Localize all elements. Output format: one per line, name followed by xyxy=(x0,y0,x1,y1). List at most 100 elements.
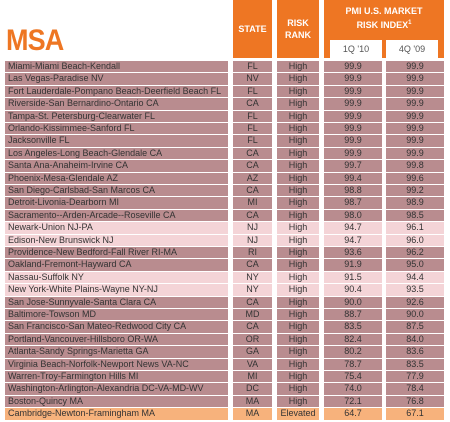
msa-cell: Virginia Beach-Norfolk-Newport News VA-N… xyxy=(5,358,228,370)
state-cell: FL xyxy=(233,85,272,98)
q1-cell: 83.5 xyxy=(324,321,382,333)
table-row: Atlanta-Sandy Springs-Marietta GA GA High 8… xyxy=(5,346,444,358)
q4-header-text: 4Q '09 xyxy=(398,44,426,54)
q1-cell: 78.7 xyxy=(324,358,382,370)
risk-cell: High xyxy=(277,110,319,122)
q1-cell: 98.8 xyxy=(324,185,382,197)
q1-cell: 91.5 xyxy=(324,271,382,284)
q4-cell: 98.5 xyxy=(386,209,444,222)
msa-cell: Warren-Troy-Farmington Hills MI xyxy=(5,371,228,383)
q4-cell: 76.8 xyxy=(386,395,444,408)
table-row: Portland-Vancouver-Hillsboro OR-WA OR High… xyxy=(5,333,444,346)
q4-cell: 67.1 xyxy=(386,408,444,420)
risk-cell: High xyxy=(277,371,319,383)
state-cell: NY xyxy=(233,271,272,284)
q1-cell: 90.4 xyxy=(324,284,382,296)
msa-cell: San Jose-Sunnyvale-Santa Clara CA xyxy=(5,296,228,308)
msa-cell: Cambridge-Newton-Framingham MA xyxy=(5,408,228,420)
state-cell: CA xyxy=(233,160,272,172)
q1-cell: 75.4 xyxy=(324,371,382,383)
risk-cell: High xyxy=(277,309,319,321)
msa-cell: Sacramento--Arden-Arcade--Roseville CA xyxy=(5,209,228,222)
msa-cell: Santa Ana-Anaheim-Irvine CA xyxy=(5,160,228,172)
risk-cell: High xyxy=(277,185,319,197)
q1-cell: 98.7 xyxy=(324,197,382,209)
index-header-text: PMI U.S. MARKET RISK INDEX xyxy=(345,6,423,30)
table-row: Jacksonville FL FL High 99.9 99.9 xyxy=(5,135,444,147)
q4-header: 4Q '09 xyxy=(386,40,438,58)
q1-cell: 99.9 xyxy=(324,61,382,73)
risk-cell: High xyxy=(277,259,319,271)
q4-cell: 92.6 xyxy=(386,296,444,308)
q1-cell: 82.4 xyxy=(324,333,382,346)
q4-cell: 83.5 xyxy=(386,358,444,370)
msa-cell: Las Vegas-Paradise NV xyxy=(5,73,228,85)
state-cell: FL xyxy=(233,135,272,147)
risk-cell: High xyxy=(277,395,319,408)
risk-cell: High xyxy=(277,247,319,259)
table-row: Providence-New Bedford-Fall River RI-MA R… xyxy=(5,247,444,259)
footnote-mark: 1 xyxy=(408,20,412,26)
state-cell: CA xyxy=(233,185,272,197)
q4-cell: 99.9 xyxy=(386,123,444,135)
msa-cell: Jacksonville FL xyxy=(5,135,228,147)
q1-cell: 94.7 xyxy=(324,234,382,246)
risk-cell: Elevated xyxy=(277,408,319,420)
msa-cell: Newark-Union NJ-PA xyxy=(5,222,228,234)
q4-cell: 99.8 xyxy=(386,160,444,172)
q4-cell: 99.2 xyxy=(386,185,444,197)
state-cell: FL xyxy=(233,61,272,73)
state-header: STATE xyxy=(233,0,272,58)
state-cell: FL xyxy=(233,110,272,122)
state-cell: MI xyxy=(233,371,272,383)
state-cell: AZ xyxy=(233,172,272,184)
state-cell: CA xyxy=(233,98,272,110)
q1-cell: 99.9 xyxy=(324,98,382,110)
msa-cell: Boston-Quincy MA xyxy=(5,395,228,408)
msa-cell: Washington-Arlington-Alexandria DC-VA-MD… xyxy=(5,383,228,395)
q1-cell: 99.4 xyxy=(324,172,382,184)
q4-cell: 99.6 xyxy=(386,172,444,184)
q4-cell: 77.9 xyxy=(386,371,444,383)
q1-cell: 74.0 xyxy=(324,383,382,395)
table-title: MSA xyxy=(6,24,64,57)
table-row: Riverside-San Bernardino-Ontario CA CA Hig… xyxy=(5,98,444,110)
risk-cell: High xyxy=(277,346,319,358)
msa-cell: Tampa-St. Petersburg-Clearwater FL xyxy=(5,110,228,122)
q1-cell: 64.7 xyxy=(324,408,382,420)
state-cell: NJ xyxy=(233,222,272,234)
msa-cell: Detroit-Livonia-Dearborn MI xyxy=(5,197,228,209)
q1-cell: 99.9 xyxy=(324,135,382,147)
state-cell: NJ xyxy=(233,234,272,246)
table-row: Edison-New Brunswick NJ NJ High 94.7 96.0 xyxy=(5,234,444,246)
state-cell: MI xyxy=(233,197,272,209)
msa-cell: Oakland-Fremont-Hayward CA xyxy=(5,259,228,271)
state-header-text: STATE xyxy=(238,24,267,34)
q4-cell: 95.0 xyxy=(386,259,444,271)
table-row: Phoenix-Mesa-Glendale AZ AZ High 99.4 99.6 xyxy=(5,172,444,184)
q4-cell: 93.5 xyxy=(386,284,444,296)
q4-cell: 90.0 xyxy=(386,309,444,321)
state-cell: CA xyxy=(233,147,272,160)
risk-cell: High xyxy=(277,147,319,160)
state-cell: VA xyxy=(233,358,272,370)
q1-cell: 99.9 xyxy=(324,85,382,98)
risk-cell: High xyxy=(277,358,319,370)
q1-header-text: 1Q '10 xyxy=(342,44,370,54)
q1-cell: 91.9 xyxy=(324,259,382,271)
q4-cell: 99.9 xyxy=(386,110,444,122)
msa-cell: Edison-New Brunswick NJ xyxy=(5,234,228,246)
table-row: San Jose-Sunnyvale-Santa Clara CA CA High 9… xyxy=(5,296,444,308)
risk-cell: High xyxy=(277,123,319,135)
risk-cell: High xyxy=(277,197,319,209)
state-cell: MA xyxy=(233,395,272,408)
q1-cell: 99.9 xyxy=(324,147,382,160)
risk-cell: High xyxy=(277,271,319,284)
q1-cell: 99.9 xyxy=(324,123,382,135)
state-cell: CA xyxy=(233,321,272,333)
table-row: Sacramento--Arden-Arcade--Roseville CA CA… xyxy=(5,209,444,222)
msa-cell: Fort Lauderdale-Pompano Beach-Deerfield … xyxy=(5,85,228,98)
table-row: Nassau-Suffolk NY NY High 91.5 94.4 xyxy=(5,271,444,284)
msa-cell: Miami-Miami Beach-Kendall xyxy=(5,61,228,73)
q1-cell: 90.0 xyxy=(324,296,382,308)
